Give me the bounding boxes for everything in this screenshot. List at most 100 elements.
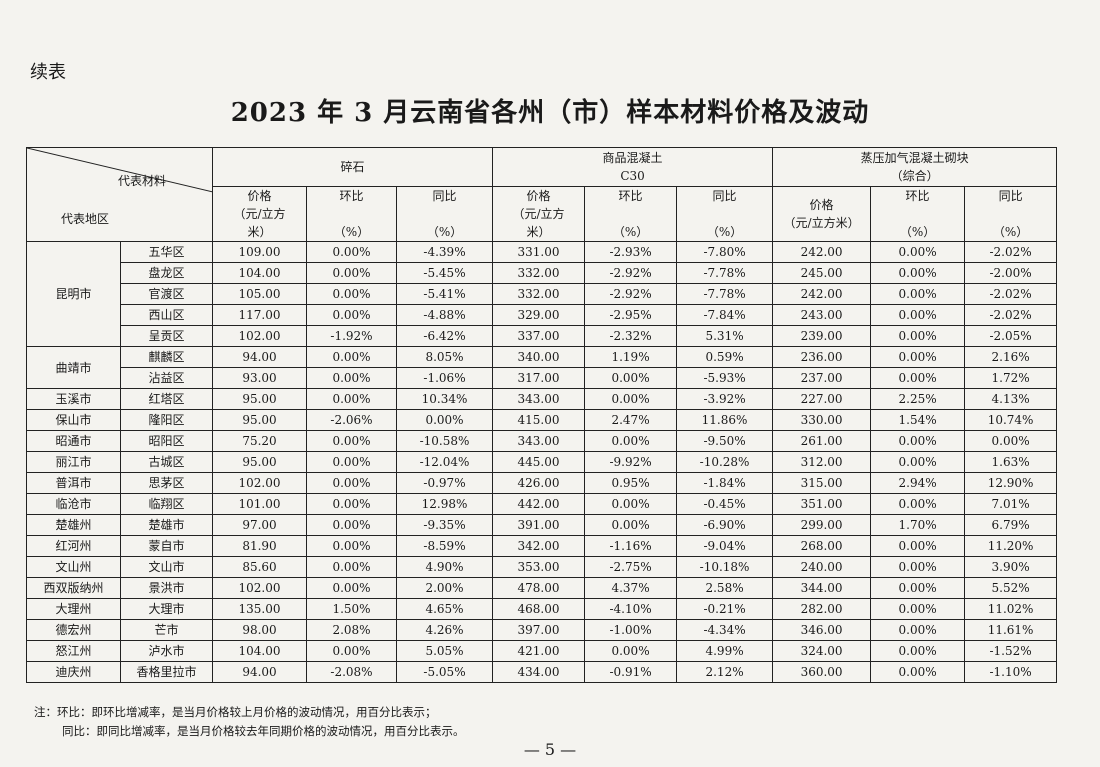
value-cell: -0.91%: [584, 661, 678, 683]
value-cell: -9.92%: [584, 451, 678, 473]
value-cell: 0.00%: [870, 598, 966, 620]
district-cell: 蒙自市: [120, 535, 213, 557]
value-cell: -2.93%: [584, 241, 678, 263]
value-cell: 0.00%: [306, 283, 397, 305]
value-cell: -5.41%: [395, 283, 494, 305]
value-cell: 8.05%: [395, 346, 494, 368]
value-cell: 12.90%: [964, 472, 1058, 494]
table-row: 西双版纳州 景洪市 102.00 0.00% 2.00% 478.00 4.37% 2.58%…: [26, 577, 1058, 599]
value-cell: 242.00: [772, 241, 872, 263]
value-cell: 236.00: [772, 346, 872, 368]
value-cell: 0.00%: [870, 451, 966, 473]
value-cell: 299.00: [772, 514, 872, 536]
value-cell: 0.00%: [870, 283, 966, 305]
value-cell: -4.88%: [395, 304, 494, 326]
value-cell: -7.78%: [676, 283, 774, 305]
value-cell: -2.75%: [584, 556, 678, 578]
value-cell: 0.00%: [870, 430, 966, 452]
table-row: 昭通市 昭阳区 75.20 0.00% -10.58% 343.00 0.00% -9.50%…: [26, 430, 1058, 452]
value-cell: -2.02%: [964, 241, 1058, 263]
value-cell: 85.60: [212, 556, 307, 578]
value-cell: 340.00: [492, 346, 586, 368]
value-cell: 11.20%: [964, 535, 1058, 557]
value-cell: -2.95%: [584, 304, 678, 326]
value-cell: -4.10%: [584, 598, 678, 620]
page-title: 2023 年 3 月云南省各州（市）样本材料价格及波动: [230, 98, 870, 128]
value-cell: 11.61%: [964, 619, 1058, 641]
value-cell: 95.00: [212, 409, 307, 431]
continued-label: 续表: [30, 62, 66, 83]
value-cell: 317.00: [492, 367, 586, 389]
value-cell: 0.00%: [584, 430, 678, 452]
table-row: 沾益区 93.00 0.00% -1.06% 317.00 0.00% -5.93% 237.…: [27, 367, 1058, 389]
value-cell: 1.63%: [964, 451, 1058, 473]
table-row: 保山市 隆阳区 95.00 -2.06% 0.00% 415.00 2.47% 11.86% 3…: [26, 409, 1058, 431]
value-cell: -5.05%: [395, 661, 494, 683]
value-cell: -10.18%: [676, 556, 774, 578]
value-cell: -1.92%: [306, 325, 397, 347]
value-cell: 353.00: [492, 556, 586, 578]
value-cell: 315.00: [772, 472, 872, 494]
value-cell: 312.00: [772, 451, 872, 473]
value-cell: 0.00%: [870, 241, 966, 263]
table-row: 呈贡区 102.00 -1.92% -6.42% 337.00 -2.32% 5.31% 23…: [27, 325, 1058, 347]
value-cell: 75.20: [212, 430, 307, 452]
district-cell: 呈贡区: [120, 325, 213, 347]
city-cell: 保山市: [26, 409, 121, 431]
value-cell: 2.94%: [870, 472, 966, 494]
value-cell: 4.65%: [395, 598, 494, 620]
value-cell: 0.00%: [870, 325, 966, 347]
value-cell: 0.00%: [306, 535, 397, 557]
value-cell: 4.13%: [964, 388, 1058, 410]
value-cell: 2.47%: [584, 409, 678, 431]
city-cell: 文山州: [26, 556, 121, 578]
value-cell: 282.00: [772, 598, 872, 620]
district-cell: 文山市: [120, 556, 213, 578]
table-row: 昆明市 五华区 109.00 0.00% -4.39% 331.00 -2.93% -7.80…: [26, 241, 1058, 347]
value-cell: 4.99%: [676, 640, 774, 662]
value-cell: -0.97%: [395, 472, 494, 494]
value-cell: 0.00%: [584, 514, 678, 536]
col-header-mom: 环比 （%）: [584, 186, 678, 242]
value-cell: 3.90%: [964, 556, 1058, 578]
value-cell: 105.00: [212, 283, 307, 305]
value-cell: 102.00: [212, 577, 307, 599]
value-cell: 397.00: [492, 619, 586, 641]
value-cell: 1.72%: [964, 367, 1058, 389]
value-cell: 227.00: [772, 388, 872, 410]
table-row: 怒江州 泸水市 104.00 0.00% 5.05% 421.00 0.00% 4.99% 32…: [26, 640, 1058, 662]
value-cell: 268.00: [772, 535, 872, 557]
value-cell: 0.00%: [870, 262, 966, 284]
value-cell: 102.00: [212, 325, 307, 347]
value-cell: 0.00%: [306, 430, 397, 452]
district-cell: 麒麟区: [120, 346, 213, 368]
value-cell: 81.90: [212, 535, 307, 557]
value-cell: 0.00%: [964, 430, 1058, 452]
value-cell: 0.00%: [306, 472, 397, 494]
value-cell: -4.34%: [676, 619, 774, 641]
value-cell: -5.93%: [676, 367, 774, 389]
value-cell: 11.02%: [964, 598, 1058, 620]
district-cell: 大理市: [120, 598, 213, 620]
value-cell: 0.00%: [306, 640, 397, 662]
footnote-yoy: 同比：即同比增减率，是当月价格较去年同期价格的波动情况，用百分比表示。: [62, 724, 465, 738]
value-cell: 0.00%: [395, 409, 494, 431]
district-cell: 盘龙区: [120, 262, 213, 284]
value-cell: 346.00: [772, 619, 872, 641]
value-cell: 5.52%: [964, 577, 1058, 599]
value-cell: 5.05%: [395, 640, 494, 662]
value-cell: 4.37%: [584, 577, 678, 599]
value-cell: 1.50%: [306, 598, 397, 620]
value-cell: -10.58%: [395, 430, 494, 452]
value-cell: 93.00: [212, 367, 307, 389]
value-cell: 0.00%: [584, 640, 678, 662]
value-cell: 391.00: [492, 514, 586, 536]
value-cell: 240.00: [772, 556, 872, 578]
value-cell: -10.28%: [676, 451, 774, 473]
value-cell: -2.06%: [306, 409, 397, 431]
table-row: 文山州 文山市 85.60 0.00% 4.90% 353.00 -2.75% -10.18%…: [26, 556, 1058, 578]
value-cell: -3.92%: [676, 388, 774, 410]
value-cell: 0.00%: [870, 346, 966, 368]
value-cell: 330.00: [772, 409, 872, 431]
value-cell: 324.00: [772, 640, 872, 662]
